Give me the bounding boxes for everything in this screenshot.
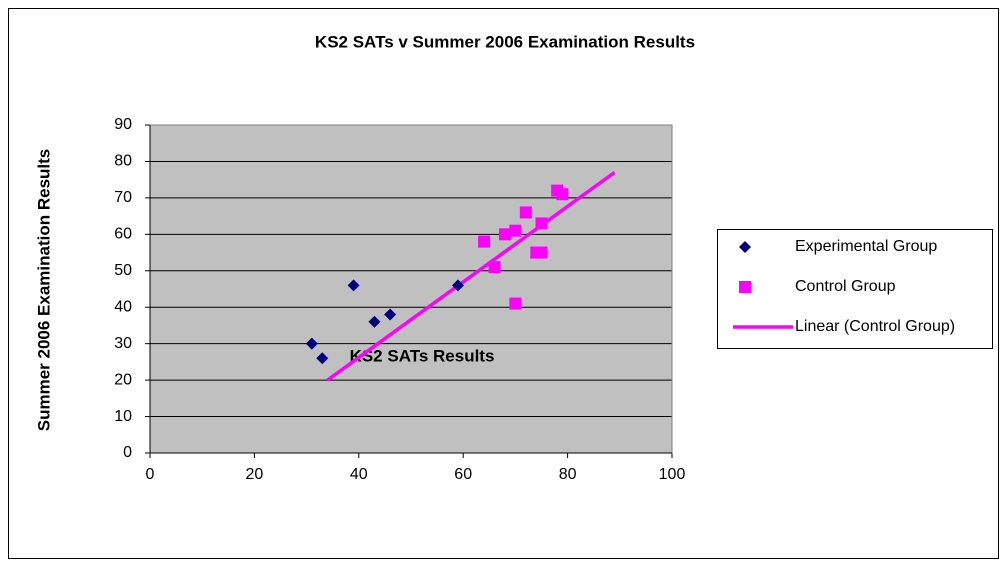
point: [509, 224, 522, 237]
point: [305, 337, 318, 350]
point: [556, 188, 569, 201]
plot-area: [150, 125, 672, 453]
y-tick-label: 40: [114, 298, 132, 315]
x-tick-label: 100: [659, 466, 686, 483]
y-tick-label: 20: [114, 371, 132, 388]
point: [498, 228, 511, 241]
y-tick-label: 60: [114, 226, 132, 243]
y-tick-label: 90: [114, 116, 132, 133]
x-tick-label: 80: [559, 466, 577, 483]
x-tick-label: 60: [454, 466, 472, 483]
legend-marker: [739, 241, 751, 253]
point: [478, 235, 491, 248]
point: [384, 308, 397, 321]
x-tick-label: 40: [350, 466, 368, 483]
y-tick-label: 10: [114, 408, 132, 425]
point: [368, 315, 381, 328]
y-tick-label: 70: [114, 189, 132, 206]
legend-label: Experimental Group: [795, 238, 937, 255]
legend-label: Linear (Control Group): [795, 318, 955, 335]
y-tick-label: 80: [114, 153, 132, 170]
y-tick-label: 0: [123, 444, 132, 461]
x-axis-label: KS2 SATs Results: [350, 346, 495, 365]
legend-label: Control Group: [795, 278, 896, 295]
chart-title: KS2 SATs v Summer 2006 Examination Resul…: [315, 32, 695, 51]
point: [488, 261, 501, 274]
point: [509, 297, 522, 310]
point: [535, 217, 548, 230]
x-tick-label: 0: [146, 466, 155, 483]
point: [347, 279, 360, 292]
legend-marker: [739, 281, 751, 293]
point: [451, 279, 464, 292]
point: [316, 352, 329, 365]
point: [535, 246, 548, 259]
y-axis-label: Summer 2006 Examination Results: [34, 149, 53, 432]
trendline: [326, 170, 616, 382]
y-tick-label: 50: [114, 262, 132, 279]
x-tick-label: 20: [246, 466, 264, 483]
y-tick-label: 30: [114, 335, 132, 352]
point: [519, 206, 532, 219]
